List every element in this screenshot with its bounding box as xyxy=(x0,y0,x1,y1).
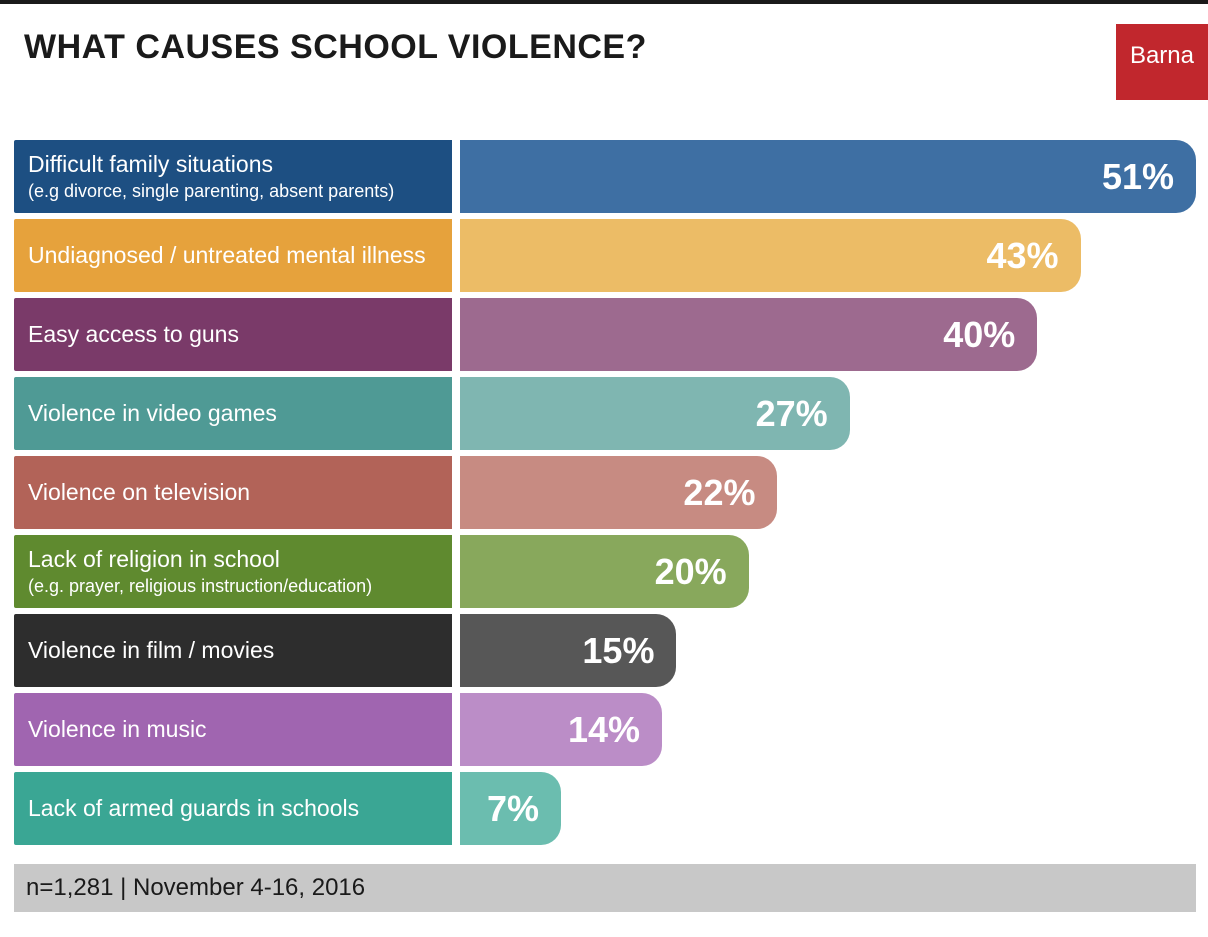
bar: 51% xyxy=(460,140,1196,213)
chart-row: Undiagnosed / untreated mental illness 43… xyxy=(14,219,1196,292)
bar-value: 14% xyxy=(568,709,640,751)
chart-row: Violence in video games 27% xyxy=(14,377,1196,450)
bar-value: 43% xyxy=(986,235,1058,277)
bar-chart: Difficult family situations(e.g divorce,… xyxy=(0,100,1208,845)
bar: 7% xyxy=(460,772,561,845)
bar-value: 7% xyxy=(487,788,539,830)
row-label: Violence in film / movies xyxy=(28,637,438,665)
bar-track: 27% xyxy=(452,377,1196,450)
bar-track: 40% xyxy=(452,298,1196,371)
bar-track: 14% xyxy=(452,693,1196,766)
row-label: Easy access to guns xyxy=(28,321,438,349)
chart-row: Lack of religion in school(e.g. prayer, … xyxy=(14,535,1196,608)
row-label: Violence in video games xyxy=(28,400,438,428)
bar-track: 15% xyxy=(452,614,1196,687)
bar-track: 20% xyxy=(452,535,1196,608)
bar: 43% xyxy=(460,219,1081,292)
row-label: Undiagnosed / untreated mental illness xyxy=(28,242,438,270)
bar-value: 40% xyxy=(943,314,1015,356)
row-sublabel: (e.g divorce, single parenting, absent p… xyxy=(28,181,438,203)
brand-logo: Barna xyxy=(1116,24,1208,100)
bar: 15% xyxy=(460,614,676,687)
row-label: Violence on television xyxy=(28,479,438,507)
row-label-cell: Violence in film / movies xyxy=(14,614,452,687)
bar-value: 27% xyxy=(756,393,828,435)
row-label-cell: Violence on television xyxy=(14,456,452,529)
row-sublabel: (e.g. prayer, religious instruction/educ… xyxy=(28,576,438,598)
chart-row: Lack of armed guards in schools 7% xyxy=(14,772,1196,845)
footer-note: n=1,281 | November 4-16, 2016 xyxy=(14,864,1196,912)
bar: 22% xyxy=(460,456,777,529)
row-label-cell: Easy access to guns xyxy=(14,298,452,371)
chart-row: Violence in film / movies 15% xyxy=(14,614,1196,687)
chart-row: Violence in music 14% xyxy=(14,693,1196,766)
row-label: Lack of religion in school xyxy=(28,546,438,574)
bar-value: 15% xyxy=(582,630,654,672)
row-label-cell: Lack of religion in school(e.g. prayer, … xyxy=(14,535,452,608)
chart-row: Violence on television 22% xyxy=(14,456,1196,529)
bar: 40% xyxy=(460,298,1037,371)
row-label-cell: Lack of armed guards in schools xyxy=(14,772,452,845)
bar-track: 22% xyxy=(452,456,1196,529)
bar-value: 22% xyxy=(683,472,755,514)
bar-track: 43% xyxy=(452,219,1196,292)
header: WHAT CAUSES SCHOOL VIOLENCE? Barna xyxy=(0,4,1208,100)
row-label-cell: Difficult family situations(e.g divorce,… xyxy=(14,140,452,213)
row-label-cell: Violence in video games xyxy=(14,377,452,450)
row-label: Difficult family situations xyxy=(28,151,438,179)
row-label-cell: Violence in music xyxy=(14,693,452,766)
bar-value: 51% xyxy=(1102,156,1174,198)
bar-track: 7% xyxy=(452,772,1196,845)
bar-value: 20% xyxy=(655,551,727,593)
row-label: Violence in music xyxy=(28,716,438,744)
bar: 27% xyxy=(460,377,850,450)
row-label-cell: Undiagnosed / untreated mental illness xyxy=(14,219,452,292)
chart-row: Difficult family situations(e.g divorce,… xyxy=(14,140,1196,213)
chart-title: WHAT CAUSES SCHOOL VIOLENCE? xyxy=(24,28,647,67)
bar: 20% xyxy=(460,535,749,608)
bar-track: 51% xyxy=(452,140,1196,213)
row-label: Lack of armed guards in schools xyxy=(28,795,438,823)
bar: 14% xyxy=(460,693,662,766)
chart-row: Easy access to guns 40% xyxy=(14,298,1196,371)
